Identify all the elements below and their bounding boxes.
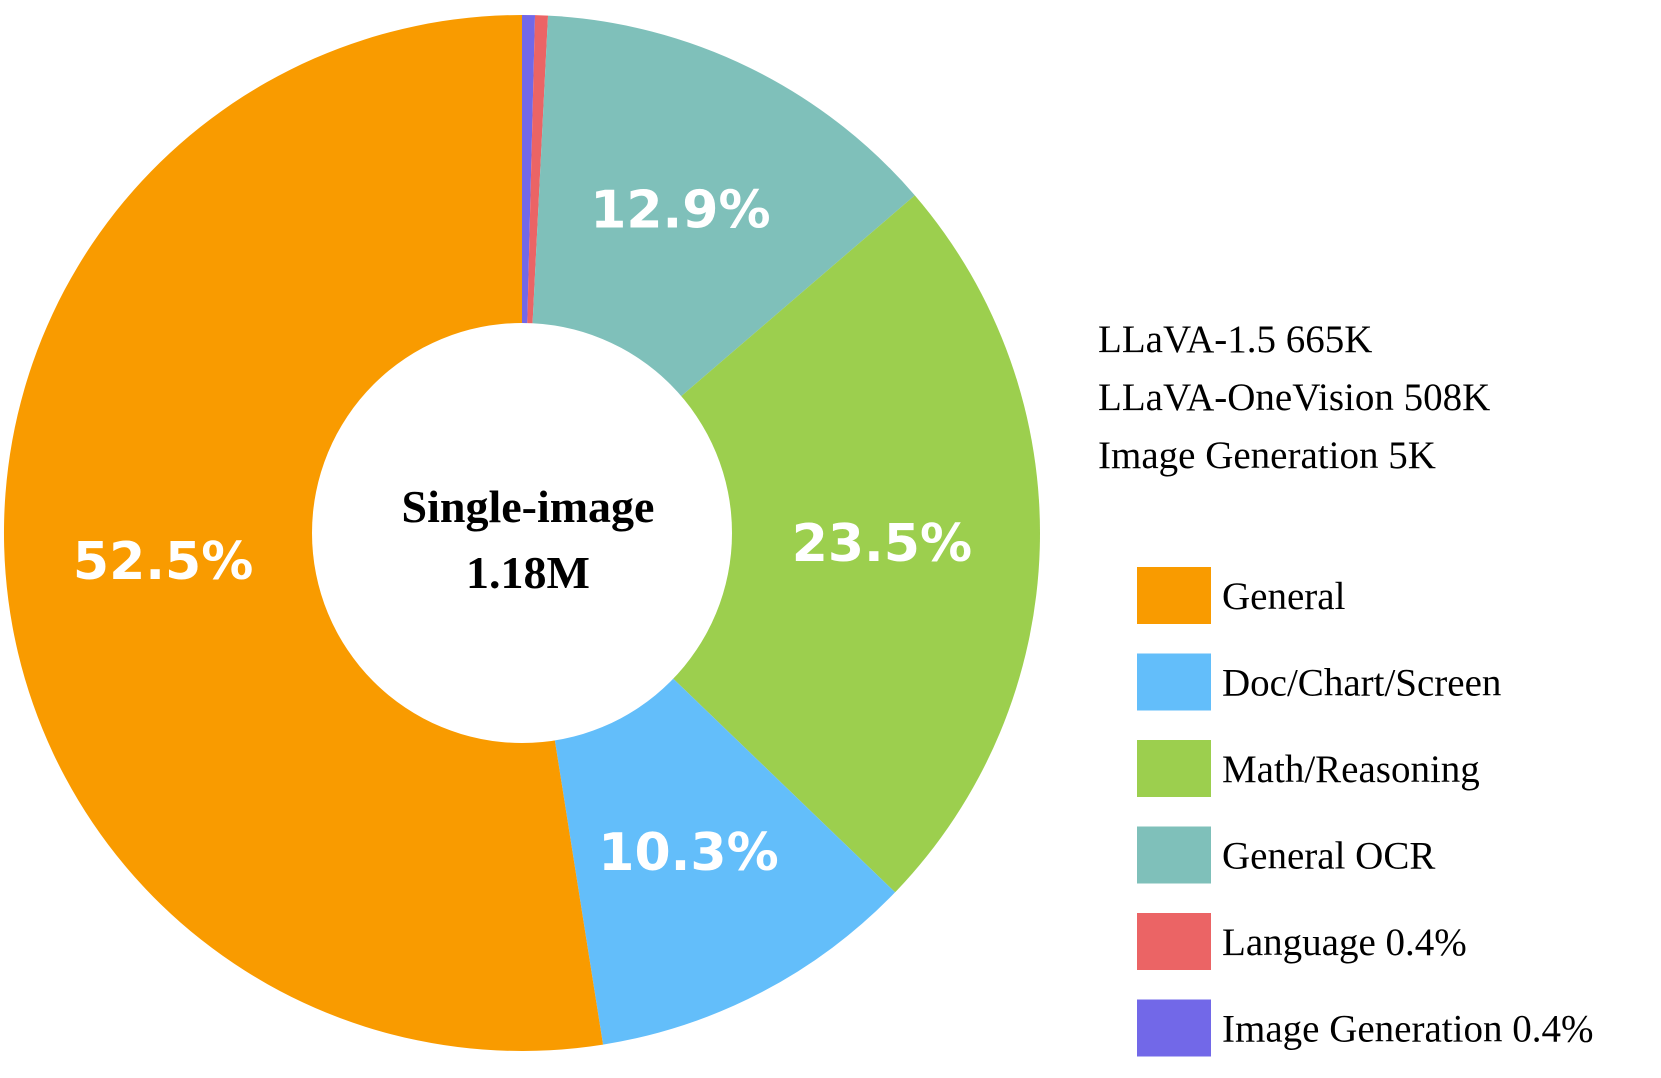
dataset-note: LLaVA-OneVision 508K — [1098, 376, 1490, 419]
slice-math-reasoning — [522, 195, 1040, 893]
donut-hole — [312, 323, 732, 743]
center-label-line-1: Single-image — [402, 481, 655, 532]
slice-label-general-ocr: 12.9% — [590, 181, 770, 241]
legend-swatch-general — [1137, 567, 1211, 624]
dataset-note: Image Generation 5K — [1098, 434, 1436, 477]
legend-label-language-0-4: Language 0.4% — [1222, 921, 1467, 964]
legend-label-math-reasoning: Math/Reasoning — [1222, 748, 1480, 791]
legend-swatch-image-generation-0-4 — [1137, 999, 1211, 1057]
dataset-note: LLaVA-1.5 665K — [1098, 318, 1372, 361]
slice-label-general: 52.5% — [73, 532, 253, 592]
slice-general — [3, 14, 604, 1051]
legend-swatch-doc-chart-screen — [1137, 653, 1211, 711]
center-label-line-2: 1.18M — [466, 547, 590, 598]
legend: General Doc/Chart/Screen Math/Reasoning Gen… — [1137, 567, 1593, 1057]
legend-label-general: General — [1222, 575, 1346, 618]
legend-swatch-general-ocr — [1137, 826, 1211, 884]
legend-label-image-generation-0-4: Image Generation 0.4% — [1222, 1008, 1593, 1051]
legend-label-doc-chart-screen: Doc/Chart/Screen — [1222, 662, 1501, 705]
legend-label-general-ocr: General OCR — [1222, 835, 1435, 878]
legend-swatch-math-reasoning — [1137, 740, 1211, 797]
slice-label-doc-chart-screen: 10.3% — [598, 823, 778, 883]
dataset-notes: LLaVA-1.5 665K LLaVA-OneVision 508K Image … — [1098, 318, 1490, 477]
legend-swatch-language-0-4 — [1137, 913, 1211, 970]
slice-label-math-reasoning: 23.5% — [792, 514, 972, 574]
slice-labels: 12.9% 23.5% 10.3% 52.5% — [73, 181, 972, 884]
